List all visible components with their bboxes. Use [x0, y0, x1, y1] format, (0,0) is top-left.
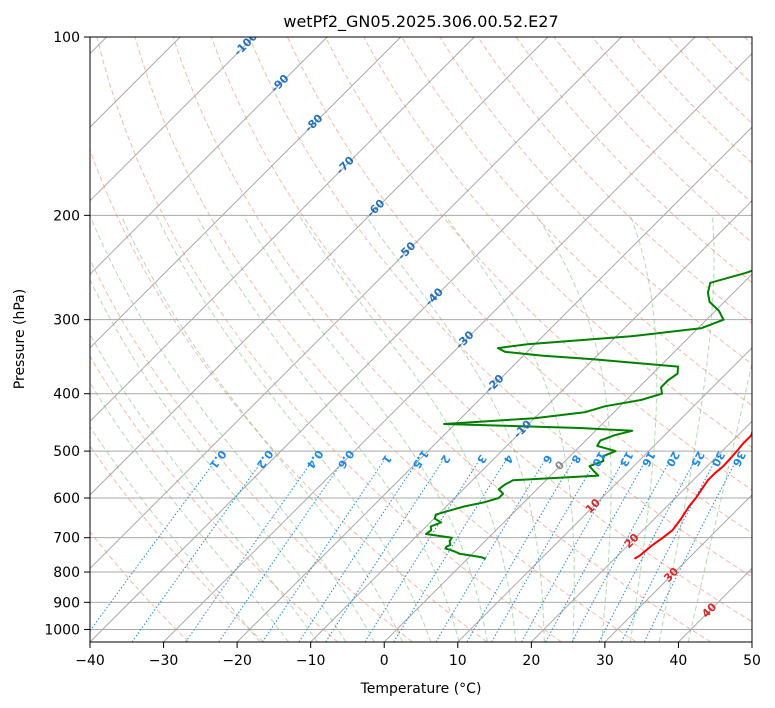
isotherm-line [530, 420, 752, 642]
moist-adiabat-line [90, 278, 347, 642]
y-tick-label: 500 [53, 444, 80, 460]
background-lines [90, 37, 752, 642]
dry-adiabat-line [515, 37, 752, 284]
mixing-ratio-line [325, 460, 443, 642]
mixing-ratio-line [598, 460, 695, 642]
y-tick-label: 700 [53, 531, 80, 547]
y-tick-label: 800 [53, 565, 80, 581]
dry-adiabat-line [90, 258, 413, 642]
profile-lines [425, 269, 752, 560]
mixing-ratio-line [262, 460, 385, 642]
x-tick-label: −20 [222, 653, 252, 669]
moist-adiabat-line [243, 215, 488, 642]
dry-adiabat-line [134, 37, 637, 642]
moist-adiabat-line [629, 215, 658, 642]
x-tick-label: 20 [522, 653, 540, 669]
mixing-ratio-line [131, 460, 263, 642]
dry-adiabat-line [477, 37, 752, 324]
moist-adiabat-line [120, 215, 404, 642]
mixing-ratio-label: 25 [688, 449, 707, 469]
temperature-profile-line [633, 429, 752, 560]
mixing-ratio-line [364, 460, 480, 642]
x-tick-label: 40 [670, 653, 688, 669]
x-axis-label: Temperature (°C) [360, 681, 482, 697]
isotherm-line [90, 37, 549, 496]
x-tick-label: 10 [449, 653, 467, 669]
moist-adiabat-line [687, 360, 752, 642]
mixing-ratio-line [571, 460, 671, 642]
mixing-ratio-line [393, 460, 506, 642]
isotherm-line [90, 37, 402, 349]
moist-adiabat-line [196, 215, 460, 642]
mixing-ratio-line [521, 460, 624, 642]
dry-adiabat-line [96, 37, 562, 642]
dry-adiabat-line [325, 37, 752, 491]
dry-adiabat-line [172, 37, 712, 642]
isotherm-line [90, 37, 255, 202]
dry-adiabat-line [90, 445, 264, 642]
mixing-ratio-line [643, 460, 737, 642]
y-tick-label: 400 [53, 387, 80, 403]
dry-adiabat-line [210, 37, 752, 623]
x-tick-label: −40 [75, 653, 105, 669]
plot-frame [89, 36, 753, 643]
isotherm-line [90, 37, 475, 423]
mixing-ratio-line [491, 460, 597, 642]
y-tick-label: 100 [53, 30, 80, 46]
mixing-ratio-line [545, 460, 646, 642]
moist-adiabat-line [90, 333, 318, 642]
x-tick-label: −10 [296, 653, 326, 669]
y-tick-label: 900 [53, 595, 80, 611]
y-axis-label: Pressure (hPa) [12, 289, 28, 389]
isotherm-line [163, 52, 752, 642]
dewpoint-profile-line [425, 269, 752, 560]
moist-adiabat-line [536, 215, 612, 642]
mixing-ratio-line [90, 460, 216, 632]
isotherm-line [457, 347, 752, 642]
isotherm-line [90, 37, 622, 570]
x-tick-label: 0 [380, 653, 389, 669]
moist-adiabat-line [90, 425, 261, 642]
y-tick-label: 600 [53, 491, 80, 507]
dry-adiabat-line [401, 37, 752, 407]
moist-adiabat-line [298, 215, 517, 642]
x-tick-label: −30 [149, 653, 179, 669]
moist-adiabat-line [90, 215, 375, 642]
dry-adiabat-line [248, 37, 752, 578]
moist-adiabat-line [365, 215, 545, 642]
isotherm-line [604, 494, 752, 642]
x-tick-label: 30 [596, 653, 614, 669]
dry-adiabat-line [90, 355, 339, 642]
y-tick-label: 1000 [44, 622, 80, 638]
x-tick-label: 50 [743, 653, 761, 669]
mixing-ratio-line [185, 460, 313, 642]
isotherm-line [383, 273, 752, 642]
isotherm-line [90, 37, 696, 642]
y-tick-label: 200 [53, 208, 80, 224]
chart-title: wetPf2_GN05.2025.306.00.52.E27 [283, 12, 558, 32]
dry-adiabat-line [90, 531, 190, 642]
isotherm-line [90, 37, 328, 275]
dry-adiabat-line [90, 148, 488, 642]
mixing-ratio-label: 36 [729, 449, 748, 469]
y-tick-label: 300 [53, 313, 80, 329]
axes: −40 −30 −20 −10 0 10 20 30 40 50 100 200 300 400 500 60… [44, 30, 761, 669]
isotherm-line [236, 126, 752, 642]
